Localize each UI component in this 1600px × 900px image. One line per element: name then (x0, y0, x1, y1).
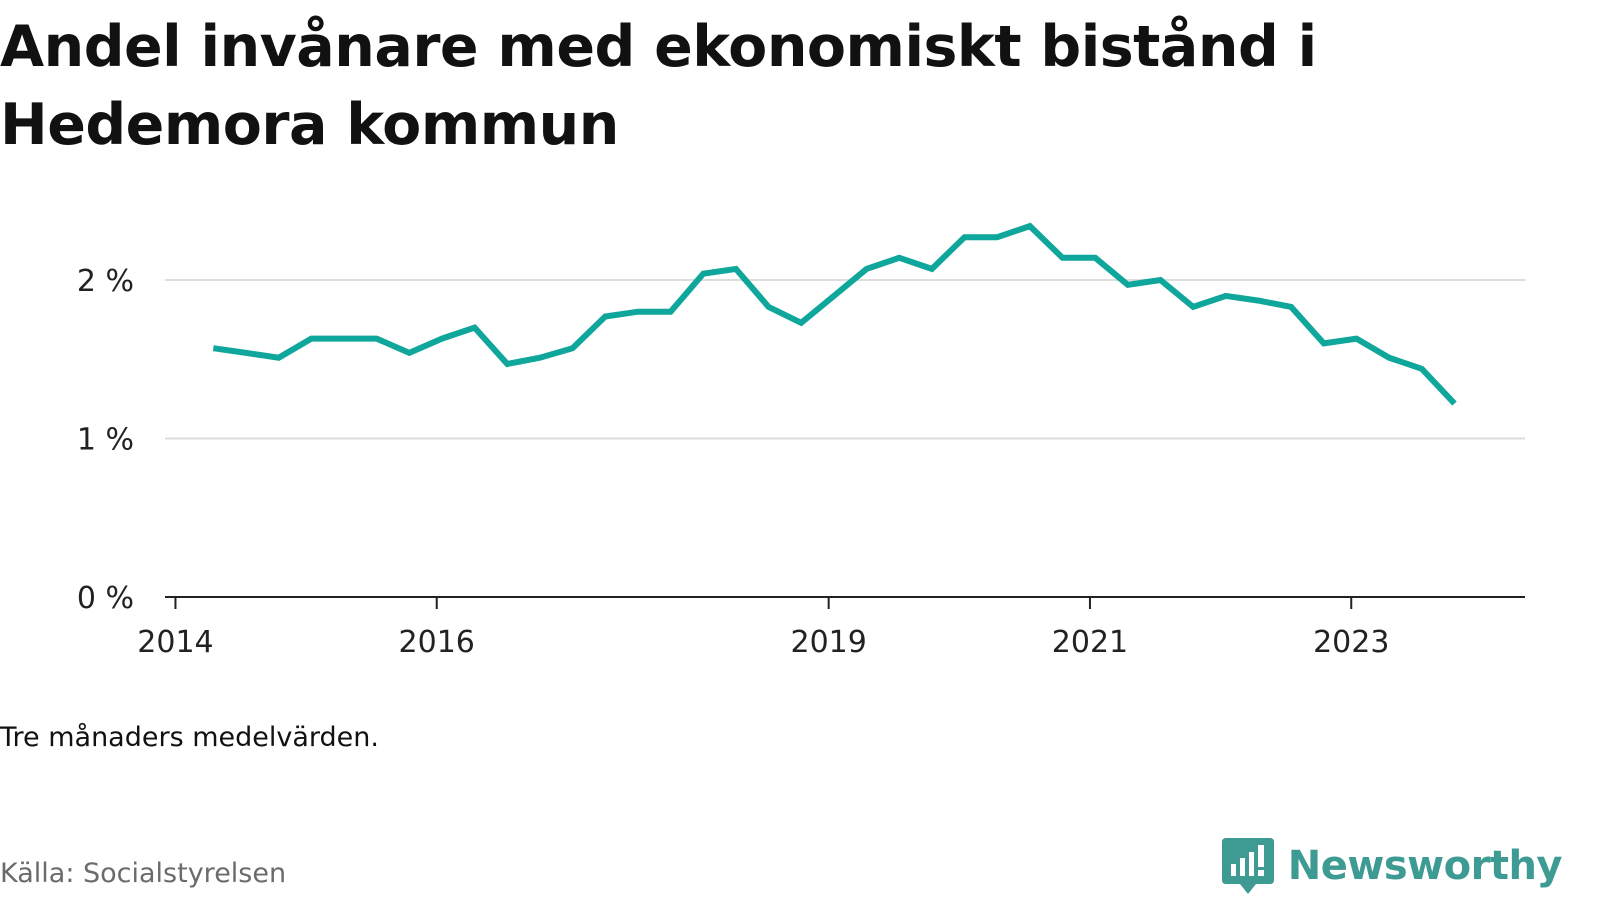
source-credit: Källa: Socialstyrelsen (0, 858, 287, 889)
series-line (212, 222, 1457, 406)
data-point (374, 336, 380, 342)
data-point (210, 345, 216, 351)
x-tick-label: 2014 (137, 625, 213, 660)
data-point (994, 234, 1000, 240)
data-point (1451, 401, 1457, 407)
data-point (1223, 293, 1229, 299)
data-point (570, 345, 576, 351)
data-point (1158, 277, 1164, 283)
data-point (929, 266, 935, 272)
data-point (1288, 304, 1294, 310)
data-point (896, 255, 902, 261)
y-tick-label: 2 % (77, 264, 134, 299)
data-point (406, 350, 412, 356)
chart-title: Andel invånare med ekonomiskt bistånd i … (0, 14, 1317, 158)
data-point (700, 271, 706, 277)
data-point (962, 234, 968, 240)
data-point (733, 266, 739, 272)
data-point (1353, 336, 1359, 342)
data-point (1419, 366, 1425, 372)
line-chart: 0 % 1 % 2 % 2014 2016 2019 2021 2023 (77, 222, 1525, 660)
bar-chart-speech-bubble-icon (1221, 838, 1274, 894)
data-point (668, 309, 674, 315)
data-point (1321, 340, 1327, 346)
data-point (864, 266, 870, 272)
data-point (1027, 223, 1033, 229)
data-point (472, 325, 478, 331)
x-tick-label: 2019 (790, 625, 866, 660)
chart-note: Tre månaders medelvärden. (0, 722, 379, 753)
data-point (602, 313, 608, 319)
x-tick-labels: 2014 2016 2019 2021 2023 (137, 625, 1389, 660)
x-tick-label: 2021 (1052, 625, 1128, 660)
data-point (1386, 355, 1392, 361)
brand-logo[interactable]: Newsworthy (1221, 838, 1563, 894)
x-axis (165, 596, 1525, 609)
data-point (504, 361, 510, 367)
data-point (1190, 304, 1196, 310)
data-point (276, 355, 282, 361)
data-point (766, 304, 772, 310)
x-tick-label: 2023 (1313, 625, 1389, 660)
data-point (1092, 255, 1098, 261)
brand-name: Newsworthy (1287, 843, 1563, 889)
data-point (798, 320, 804, 326)
data-point (537, 355, 543, 361)
x-tick-label: 2016 (399, 625, 475, 660)
y-tick-labels: 0 % 1 % 2 % (77, 264, 134, 616)
data-point (243, 350, 249, 356)
data-point (1255, 298, 1261, 304)
data-point (439, 336, 445, 342)
data-point (1060, 255, 1066, 261)
data-point (831, 293, 837, 299)
data-point (1125, 282, 1131, 288)
data-point (341, 336, 347, 342)
data-point (308, 336, 314, 342)
grid-lines (165, 279, 1525, 440)
y-tick-label: 1 % (77, 423, 134, 458)
series-lines (210, 222, 1457, 407)
y-tick-label: 0 % (77, 581, 134, 616)
data-point (635, 309, 641, 315)
